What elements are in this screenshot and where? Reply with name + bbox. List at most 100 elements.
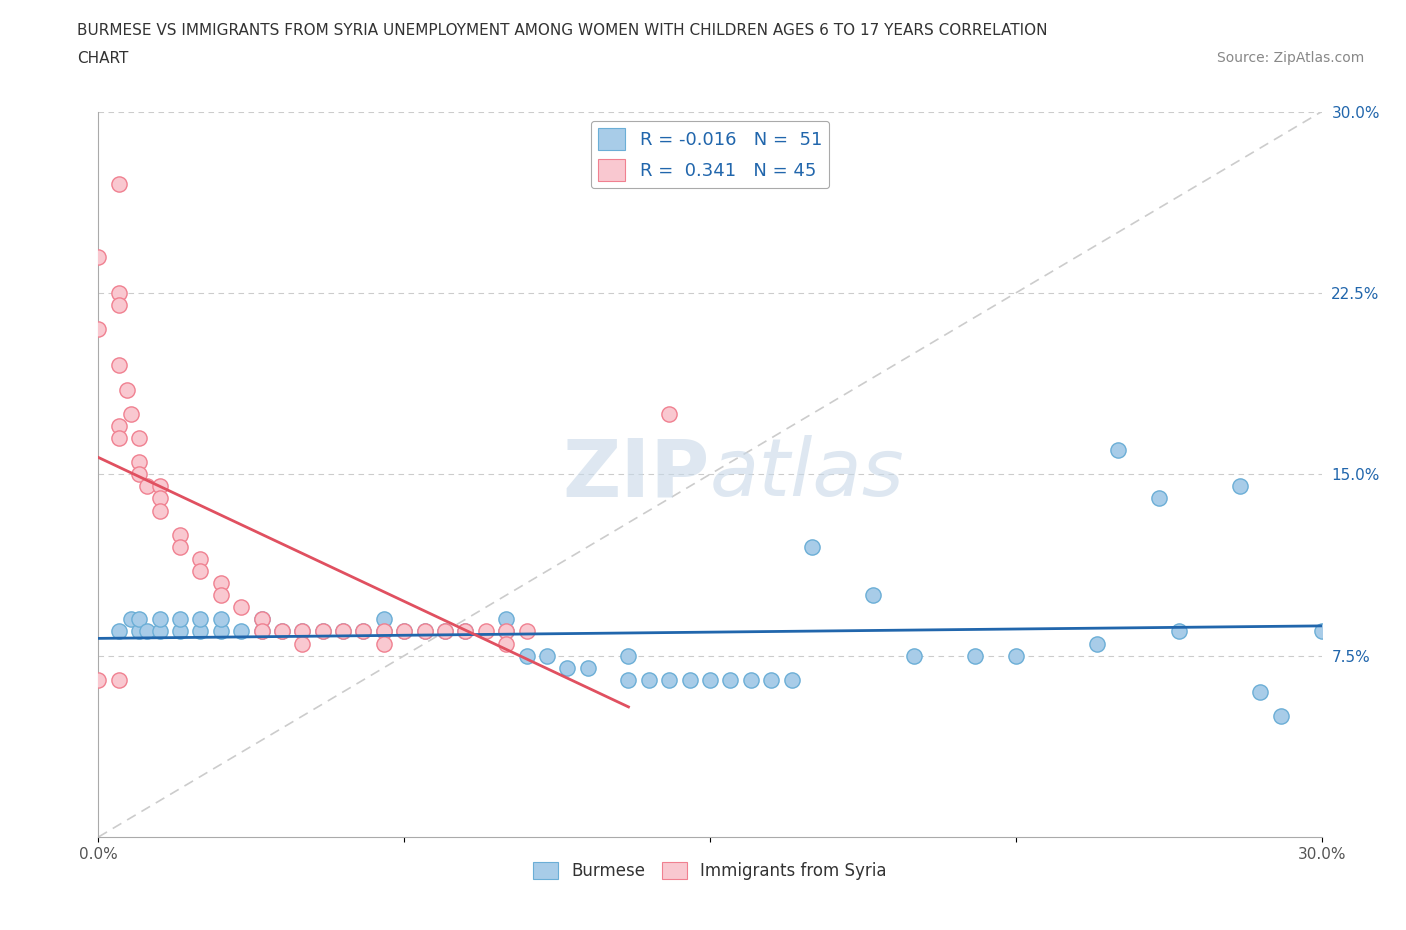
Point (250, 624, 273, 639)
Point (1249, 684, 1271, 699)
Point (115, 382, 138, 397)
Point (373, 636, 395, 651)
Point (373, 624, 395, 639)
Point (169, 624, 191, 639)
Point (312, 624, 335, 639)
Point (495, 612, 517, 627)
Point (352, 624, 374, 639)
Point (250, 612, 273, 627)
Point (536, 648, 558, 663)
Point (87, 322, 110, 337)
Point (903, 648, 925, 663)
Point (136, 624, 159, 639)
Point (454, 624, 477, 639)
Point (291, 624, 314, 639)
Point (658, 672, 681, 687)
Point (332, 624, 354, 639)
Point (1229, 479, 1251, 494)
Point (108, 177, 131, 192)
Point (108, 624, 131, 639)
Point (169, 527, 191, 542)
Point (617, 648, 640, 663)
Text: BURMESE VS IMMIGRANTS FROM SYRIA UNEMPLOYMENT AMONG WOMEN WITH CHILDREN AGES 6 T: BURMESE VS IMMIGRANTS FROM SYRIA UNEMPLO… (77, 23, 1047, 38)
Point (108, 672, 131, 687)
Point (209, 588, 232, 603)
Point (352, 624, 374, 639)
Point (291, 624, 314, 639)
Point (136, 479, 159, 494)
Point (231, 600, 253, 615)
Point (434, 624, 457, 639)
Point (188, 612, 212, 627)
Point (637, 672, 661, 687)
Point (209, 612, 232, 627)
Point (617, 672, 640, 687)
Point (474, 624, 498, 639)
Point (169, 612, 191, 627)
Point (291, 636, 314, 651)
Point (250, 612, 273, 627)
Point (209, 576, 232, 591)
Point (149, 612, 172, 627)
Point (188, 624, 212, 639)
Point (149, 479, 172, 494)
Point (699, 672, 721, 687)
Point (392, 624, 416, 639)
Point (965, 648, 987, 663)
Point (149, 491, 172, 506)
Point (149, 503, 172, 518)
Point (373, 624, 395, 639)
Point (188, 564, 212, 578)
Text: atlas: atlas (710, 435, 905, 513)
Point (658, 406, 681, 421)
Point (1270, 709, 1292, 724)
Point (495, 624, 517, 639)
Point (108, 418, 131, 433)
Point (209, 624, 232, 639)
Point (1107, 443, 1129, 458)
Point (679, 672, 702, 687)
Point (761, 672, 783, 687)
Point (87, 672, 110, 687)
Point (231, 624, 253, 639)
Point (1004, 648, 1026, 663)
Point (270, 624, 294, 639)
Point (312, 624, 335, 639)
Point (1147, 491, 1170, 506)
Point (87, 249, 110, 264)
Point (188, 551, 212, 566)
Point (373, 612, 395, 627)
Point (108, 298, 131, 312)
Point (495, 624, 517, 639)
Point (718, 672, 742, 687)
Point (516, 624, 538, 639)
Text: ZIP: ZIP (562, 435, 710, 513)
Point (332, 624, 354, 639)
Point (1167, 624, 1189, 639)
Legend: Burmese, Immigrants from Syria: Burmese, Immigrants from Syria (526, 856, 894, 886)
Point (454, 624, 477, 639)
Point (128, 431, 150, 445)
Point (495, 636, 517, 651)
Point (434, 624, 457, 639)
Point (128, 467, 150, 482)
Point (128, 612, 150, 627)
Point (169, 539, 191, 554)
Text: CHART: CHART (77, 51, 129, 66)
Point (1310, 624, 1333, 639)
Point (128, 455, 150, 470)
Point (120, 406, 142, 421)
Point (108, 286, 131, 300)
Point (576, 660, 599, 675)
Point (108, 431, 131, 445)
Point (149, 624, 172, 639)
Point (862, 588, 884, 603)
Point (780, 672, 803, 687)
Point (392, 624, 416, 639)
Point (413, 624, 436, 639)
Point (516, 648, 538, 663)
Point (740, 672, 762, 687)
Text: Source: ZipAtlas.com: Source: ZipAtlas.com (1216, 51, 1364, 65)
Point (270, 624, 294, 639)
Point (801, 539, 824, 554)
